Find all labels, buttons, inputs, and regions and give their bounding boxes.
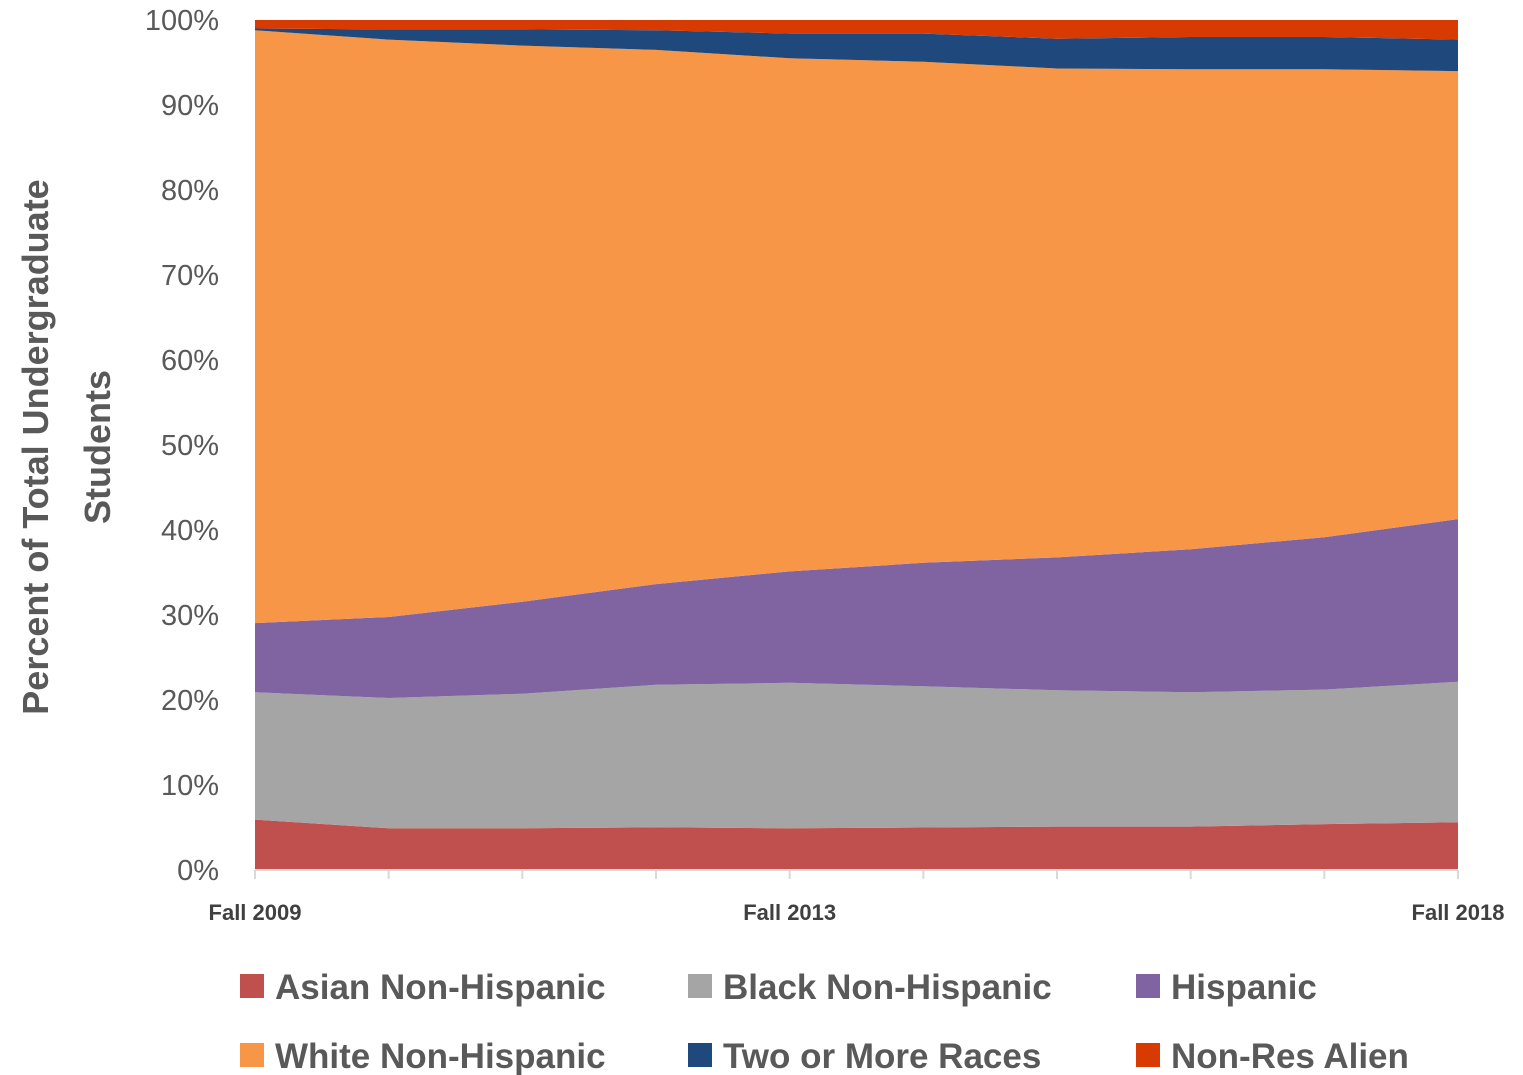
y-axis-label: Percent of Total Undergraduate Students <box>15 179 118 714</box>
y-tick-label: 70% <box>161 260 219 292</box>
legend-label: Two or More Races <box>723 1037 1041 1075</box>
y-tick-label: 30% <box>161 600 219 632</box>
y-axis-label-line: Students <box>77 370 118 524</box>
y-tick-label: 40% <box>161 515 219 547</box>
y-tick-label: 90% <box>161 90 219 122</box>
legend-label: Black Non-Hispanic <box>723 968 1052 1007</box>
legend-swatch <box>688 1043 712 1067</box>
y-axis-tick-labels: 0% 10% 20% 30% 40% 50% 60% 70% 80% 90% 100% <box>145 5 219 887</box>
legend-item-asian-non-hispanic: Asian Non-Hispanic <box>240 968 606 1007</box>
y-tick-label: 80% <box>161 175 219 207</box>
y-tick-label: 0% <box>177 855 219 887</box>
legend-item-hispanic: Hispanic <box>1136 968 1317 1007</box>
legend-item-two-or-more-races: Two or More Races <box>688 1037 1041 1075</box>
legend-item-white-non-hispanic: White Non-Hispanic <box>240 1037 606 1075</box>
legend-swatch <box>1136 1043 1160 1067</box>
y-tick-label: 50% <box>161 430 219 462</box>
area-non-res-alien <box>255 20 1458 40</box>
y-tick-label: 20% <box>161 685 219 717</box>
y-tick-label: 60% <box>161 345 219 377</box>
x-tick-label: Fall 2013 <box>743 900 836 925</box>
y-axis-label-line: Percent of Total Undergraduate <box>15 179 56 714</box>
legend-label: Asian Non-Hispanic <box>275 968 606 1007</box>
legend-label: Hispanic <box>1171 968 1317 1007</box>
area-hispanic <box>255 519 1458 698</box>
legend-label: Non-Res Alien <box>1171 1037 1409 1075</box>
y-tick-label: 100% <box>145 5 219 37</box>
legend-item-black-non-hispanic: Black Non-Hispanic <box>688 968 1052 1007</box>
area-series-group <box>255 20 1458 870</box>
x-tick-label: Fall 2018 <box>1412 900 1505 925</box>
legend-swatch <box>688 974 712 998</box>
legend: Asian Non-Hispanic Black Non-Hispanic Hisp… <box>240 968 1409 1075</box>
x-tick-label: Fall 2009 <box>209 900 302 925</box>
area-black-non-hispanic <box>255 681 1458 829</box>
y-tick-label: 10% <box>161 770 219 802</box>
legend-label: White Non-Hispanic <box>275 1037 606 1075</box>
area-two-or-more-races <box>255 28 1458 72</box>
legend-swatch <box>1136 974 1160 998</box>
legend-swatch <box>240 1043 264 1067</box>
legend-swatch <box>240 974 264 998</box>
area-asian-non-hispanic <box>255 819 1458 870</box>
legend-item-non-res-alien: Non-Res Alien <box>1136 1037 1409 1075</box>
area-white-non-hispanic <box>255 30 1458 624</box>
x-axis-ticks: Fall 2009 Fall 2013 Fall 2018 <box>209 870 1505 925</box>
